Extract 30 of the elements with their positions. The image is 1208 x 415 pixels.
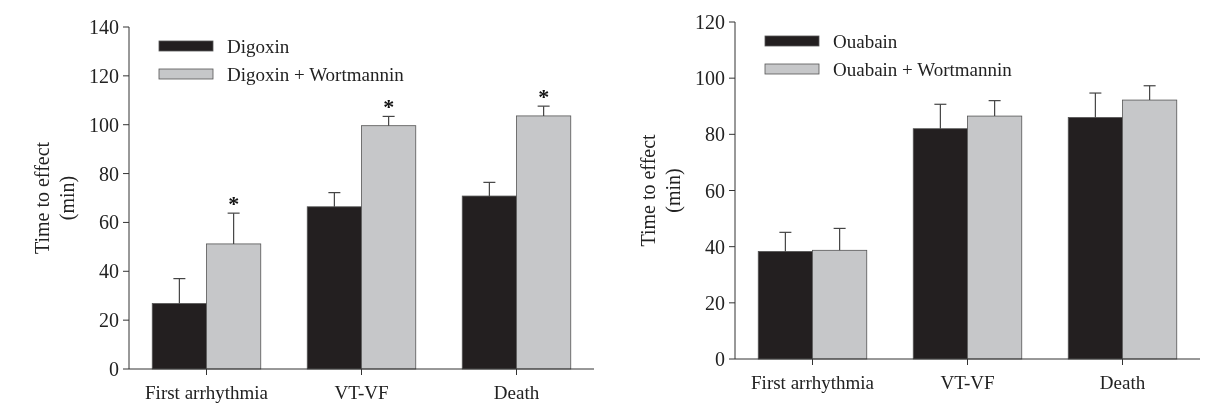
legend-label: Digoxin [227,35,290,57]
legend-label: Ouabain [833,30,898,52]
annotation: * [228,191,240,217]
x-tick-label: VT-VF [940,372,995,393]
legend-label: Digoxin + Wortmannin [227,63,405,85]
y-tick-label: 40 [99,260,119,283]
x-tick-label: Death [1099,372,1146,393]
x-tick-label: VT-VF [334,382,389,403]
y-tick-label: 20 [99,309,119,332]
y-tick-label: 0 [715,348,725,370]
legend-label: Ouabain + Wortmannin [833,58,1013,80]
y-tick-label: 100 [695,67,725,90]
x-tick-label: First arrhythmia [145,382,269,403]
y-tick-label: 120 [89,64,119,87]
y-tick-label: 80 [99,162,119,185]
annotation: * [383,94,395,120]
y-tick-label: 140 [89,16,119,38]
y-tick-label: 40 [705,235,725,258]
y-tick-label: 60 [705,179,725,202]
y-tick-label: 60 [99,211,119,234]
y-tick-label: 120 [695,11,725,33]
annotation: * [538,84,550,110]
y-tick-label: 100 [89,113,119,136]
y-axis-title: Time to effect (min) [31,141,79,255]
y-axis-title: Time to effect (min) [637,133,685,247]
x-tick-label: First arrhythmia [751,372,875,393]
y-tick-label: 80 [705,123,725,146]
y-tick-label: 20 [705,291,725,314]
y-tick-label: 0 [109,358,119,380]
x-tick-label: Death [493,382,540,403]
